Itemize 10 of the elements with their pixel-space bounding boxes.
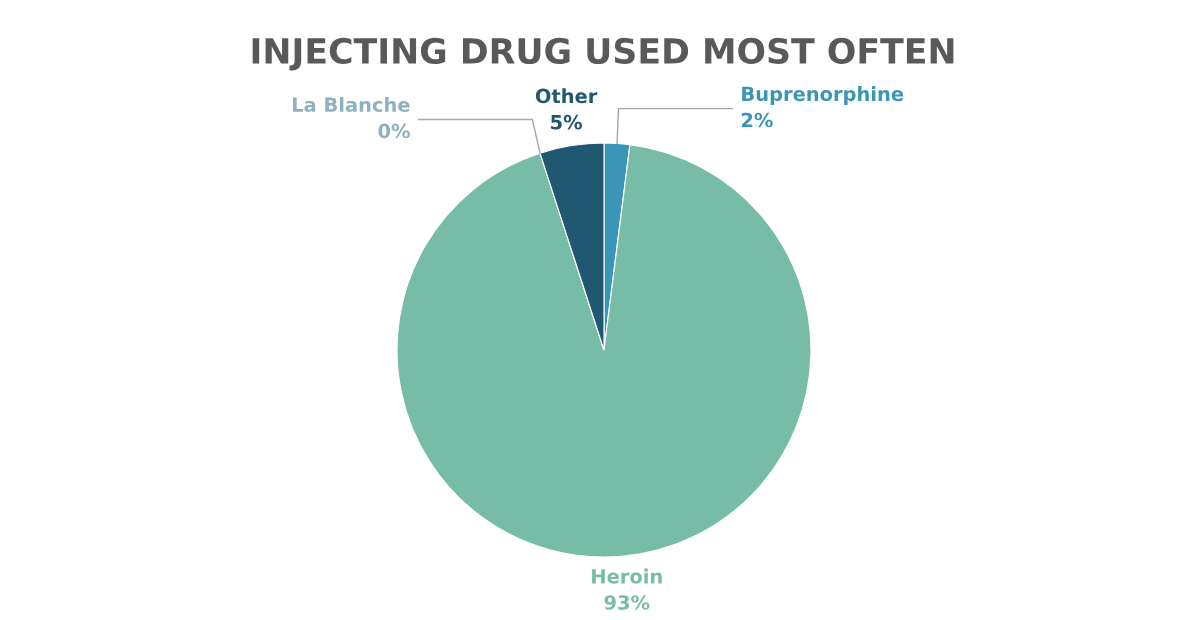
data-label: 93% xyxy=(604,595,650,610)
slice-label: Heroin xyxy=(592,568,662,584)
pie-slice xyxy=(396,144,812,558)
data-label: 2% xyxy=(741,112,773,128)
text: 0% xyxy=(378,123,410,139)
slice-label: Buprenorphine xyxy=(742,86,904,105)
category-label: La Blanche xyxy=(293,96,410,113)
slice-label: Other xyxy=(535,88,598,104)
chart-title: INJECTING DRUG USED MOST OFTEN xyxy=(252,37,954,71)
data-label: 5% xyxy=(551,114,582,130)
